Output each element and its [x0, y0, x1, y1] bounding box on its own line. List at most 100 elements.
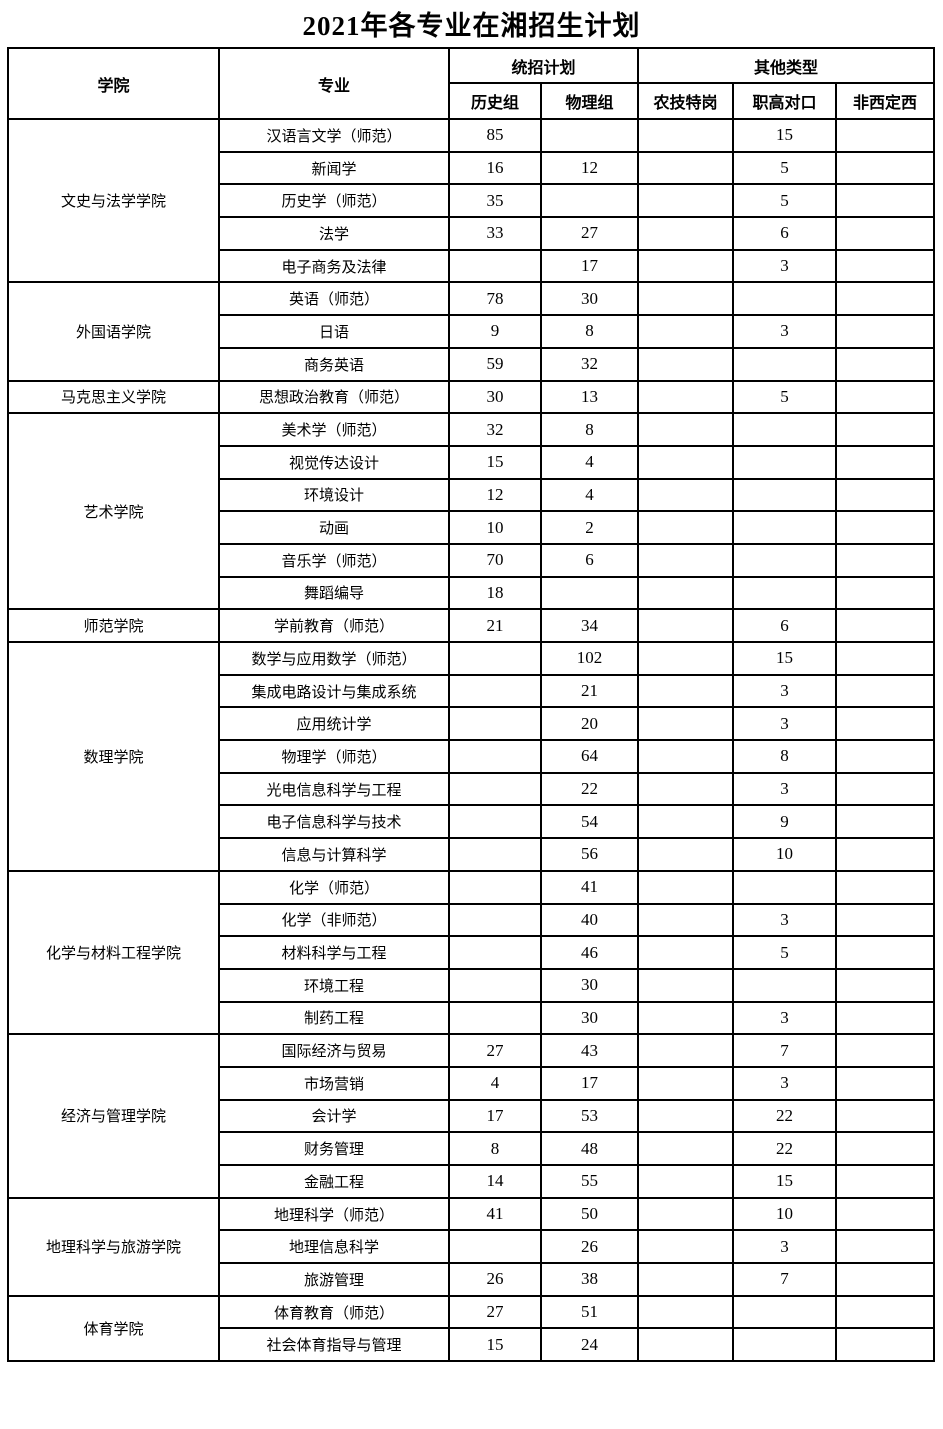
agri-special-cell — [637, 1065, 735, 1101]
history-group-cell — [448, 935, 542, 970]
major-cell: 地理科学（师范） — [218, 1196, 450, 1232]
major-cell: 财务管理 — [218, 1131, 450, 1166]
agri-special-cell — [637, 118, 735, 153]
history-group-cell: 12 — [448, 477, 542, 513]
non-west-cell — [835, 641, 936, 676]
vocational-cell: 3 — [732, 902, 838, 938]
agri-special-cell — [637, 379, 735, 415]
major-cell: 汉语言文学（师范） — [218, 118, 450, 153]
non-west-cell — [835, 183, 936, 219]
major-cell: 电子商务及法律 — [218, 248, 450, 284]
agri-special-cell — [637, 477, 735, 513]
non-west-cell — [835, 935, 936, 970]
vocational-cell: 10 — [732, 1196, 838, 1232]
major-cell: 应用统计学 — [218, 706, 450, 742]
history-group-cell: 18 — [448, 575, 542, 611]
vocational-cell — [732, 510, 838, 545]
history-group-cell — [448, 673, 542, 709]
non-west-cell — [835, 379, 936, 415]
table-row: 金融工程 14 55 15 — [8, 1164, 936, 1199]
table-row: 历史学（师范） 35 5 — [8, 183, 936, 219]
enrollment-plan-table: 学院 专业 统招计划 其他类型 历史组 物理组 农技特岗 职高对口 非西定西 文… — [7, 47, 936, 1363]
major-cell: 法学 — [218, 216, 450, 251]
history-group-cell: 78 — [448, 281, 542, 317]
table-row: 舞蹈编导 18 — [8, 575, 936, 611]
physics-group-cell: 34 — [539, 608, 640, 643]
header-row-subcolumns: 历史组 物理组 农技特岗 职高对口 非西定西 — [8, 82, 936, 120]
agri-special-cell — [637, 1196, 735, 1232]
agri-special-cell — [637, 542, 735, 578]
table-row: 视觉传达设计 15 4 — [8, 444, 936, 480]
history-group-cell: 15 — [448, 1327, 542, 1363]
non-west-cell — [835, 804, 936, 840]
agri-special-cell — [637, 444, 735, 480]
vocational-cell — [732, 575, 838, 611]
major-cell: 金融工程 — [218, 1164, 450, 1199]
vocational-cell — [732, 869, 838, 905]
non-west-cell — [835, 1131, 936, 1166]
physics-group-cell — [539, 118, 640, 153]
table-body: 文史与法学学院 汉语言文学（师范） 85 15 新闻学 16 12 5 历史学（师范） 35 5 法学… — [7, 117, 936, 1363]
history-group-cell: 27 — [448, 1294, 542, 1330]
history-group-cell — [448, 967, 542, 1003]
major-cell: 新闻学 — [218, 150, 450, 186]
history-group-cell: 21 — [448, 608, 542, 643]
vocational-cell: 3 — [732, 673, 838, 709]
agri-special-cell — [637, 1131, 735, 1166]
history-group-cell — [448, 739, 542, 774]
history-group-cell: 27 — [448, 1033, 542, 1068]
major-cell: 化学（师范） — [218, 869, 450, 905]
table-row: 光电信息科学与工程 22 3 — [8, 771, 936, 807]
history-group-cell: 14 — [448, 1164, 542, 1199]
major-cell: 环境设计 — [218, 477, 450, 513]
agri-special-cell — [637, 248, 735, 284]
physics-group-cell: 12 — [539, 150, 640, 186]
physics-group-cell: 30 — [539, 967, 640, 1003]
major-cell: 美术学（师范） — [218, 412, 450, 447]
physics-group-cell: 24 — [539, 1327, 640, 1363]
table-row: 动画 10 2 — [8, 510, 936, 545]
table-row: 制药工程 30 3 — [8, 1000, 936, 1036]
vocational-cell: 3 — [732, 314, 838, 349]
history-group-cell — [448, 771, 542, 807]
agri-special-cell — [637, 967, 735, 1003]
non-west-cell — [835, 608, 936, 643]
major-cell: 集成电路设计与集成系统 — [218, 673, 450, 709]
physics-group-cell: 50 — [539, 1196, 640, 1232]
agri-special-cell — [637, 150, 735, 186]
history-group-cell: 41 — [448, 1196, 542, 1232]
table-header: 学院 专业 统招计划 其他类型 历史组 物理组 农技特岗 职高对口 非西定西 — [7, 47, 936, 120]
table-row: 材料科学与工程 46 5 — [8, 935, 936, 970]
college-cell: 艺术学院 — [7, 412, 220, 611]
vocational-cell: 15 — [732, 641, 838, 676]
table-row: 文史与法学学院 汉语言文学（师范） 85 15 — [7, 117, 936, 284]
physics-group-cell: 30 — [539, 1000, 640, 1036]
agri-special-cell — [637, 869, 735, 905]
non-west-cell — [835, 444, 936, 480]
non-west-cell — [835, 248, 936, 284]
major-cell: 会计学 — [218, 1098, 450, 1134]
vocational-cell: 6 — [732, 608, 838, 643]
table-row: 数理学院 数学与应用数学（师范） 102 15 — [7, 641, 936, 872]
vocational-cell: 8 — [732, 739, 838, 774]
agri-special-cell — [637, 314, 735, 349]
college-cell: 经济与管理学院 — [7, 1033, 220, 1199]
table-row: 化学与材料工程学院 化学（师范） 41 — [7, 869, 936, 1036]
header-row-groups: 学院 专业 统招计划 其他类型 — [7, 47, 936, 120]
physics-group-cell: 8 — [539, 314, 640, 349]
header-other-types: 其他类型 — [637, 47, 936, 84]
major-cell: 市场营销 — [218, 1065, 450, 1101]
physics-group-cell: 6 — [539, 542, 640, 578]
header-unified-plan: 统招计划 — [447, 47, 640, 84]
physics-group-cell: 30 — [539, 281, 640, 317]
major-cell: 材料科学与工程 — [218, 935, 450, 970]
physics-group-cell: 17 — [539, 1065, 640, 1101]
physics-group-cell: 56 — [539, 837, 640, 872]
vocational-cell: 22 — [732, 1131, 838, 1166]
major-cell: 音乐学（师范） — [218, 542, 450, 578]
vocational-cell: 7 — [732, 1262, 838, 1297]
vocational-cell: 3 — [732, 771, 838, 807]
major-cell: 历史学（师范） — [218, 183, 450, 219]
non-west-cell — [835, 346, 936, 382]
agri-special-cell — [637, 804, 735, 840]
